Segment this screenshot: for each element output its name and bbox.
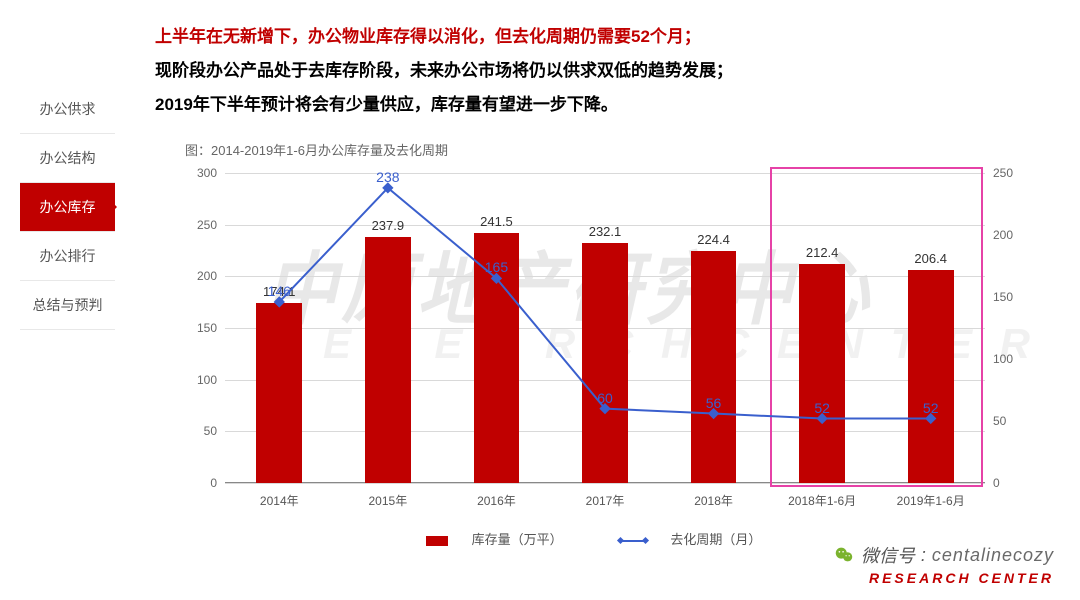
sidebar-item-4[interactable]: 总结与预判 <box>20 281 115 330</box>
line-value-label: 52 <box>814 399 830 415</box>
headline-line-3: 2019年下半年预计将会有少量供应，库存量有望进一步下降。 <box>155 88 1050 122</box>
x-tick-label: 2016年 <box>477 492 516 509</box>
legend-line: 去化周期（月） <box>620 532 779 547</box>
sidebar-item-0[interactable]: 办公供求 <box>20 85 115 134</box>
x-tick-label: 2018年1-6月 <box>788 492 856 509</box>
y-left-tick: 250 <box>167 218 217 232</box>
x-tick-label: 2015年 <box>368 492 407 509</box>
y-right-tick: 100 <box>993 352 1043 366</box>
y-left-tick: 300 <box>167 166 217 180</box>
y-right-tick: 50 <box>993 414 1043 428</box>
line-value-label: 56 <box>706 394 722 410</box>
y-left-tick: 50 <box>167 424 217 438</box>
y-left-tick: 0 <box>167 476 217 490</box>
headline: 上半年在无新增下，办公物业库存得以消化，但去化周期仍需要52个月； 现阶段办公产… <box>155 20 1050 122</box>
brand-subtitle: RESEARCH CENTER <box>833 570 1054 586</box>
y-right-tick: 150 <box>993 290 1043 304</box>
legend-bars: 库存量（万平） <box>426 532 581 547</box>
line-value-label: 165 <box>485 259 508 275</box>
sidebar: 办公供求办公结构办公库存办公排行总结与预判 <box>20 20 115 580</box>
y-left-tick: 100 <box>167 373 217 387</box>
wechat-line: 微信号: centalinecozy <box>833 542 1054 568</box>
combo-chart: 050100150200250300050100150200250174.120… <box>165 163 1045 533</box>
line-value-label: 60 <box>597 389 613 405</box>
footer-brand: 微信号: centalinecozy RESEARCH CENTER <box>833 542 1054 586</box>
x-tick-label: 2017年 <box>586 492 625 509</box>
line-value-label: 146 <box>268 283 291 299</box>
sidebar-item-1[interactable]: 办公结构 <box>20 134 115 183</box>
x-tick-label: 2019年1-6月 <box>897 492 965 509</box>
main-content: 上半年在无新增下，办公物业库存得以消化，但去化周期仍需要52个月； 现阶段办公产… <box>115 20 1050 580</box>
chart-title: 图：2014-2019年1-6月办公库存量及去化周期 <box>185 140 1050 159</box>
sidebar-item-3[interactable]: 办公排行 <box>20 232 115 281</box>
x-tick-label: 2018年 <box>694 492 733 509</box>
y-right-tick: 0 <box>993 476 1043 490</box>
y-left-tick: 200 <box>167 269 217 283</box>
line-value-label: 52 <box>923 399 939 415</box>
headline-line-1: 上半年在无新增下，办公物业库存得以消化，但去化周期仍需要52个月； <box>155 20 1050 54</box>
line-value-label: 238 <box>376 169 399 185</box>
y-left-tick: 150 <box>167 321 217 335</box>
wechat-icon <box>833 544 855 566</box>
y-right-tick: 200 <box>993 228 1043 242</box>
line-series <box>225 173 985 483</box>
sidebar-item-2[interactable]: 办公库存 <box>20 183 115 232</box>
x-tick-label: 2014年 <box>260 492 299 509</box>
y-right-tick: 250 <box>993 166 1043 180</box>
headline-line-2: 现阶段办公产品处于去库存阶段，未来办公市场将仍以供求双低的趋势发展； <box>155 54 1050 88</box>
